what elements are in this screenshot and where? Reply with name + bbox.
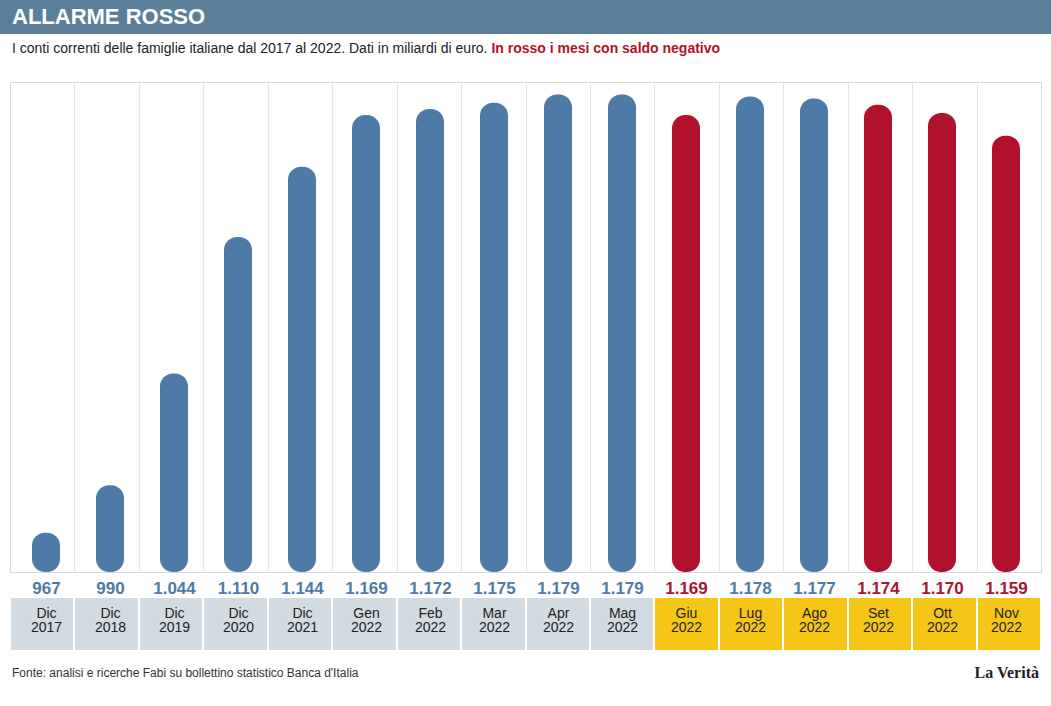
svg-text:1.159: 1.159 bbox=[985, 579, 1028, 598]
svg-text:1.110: 1.110 bbox=[218, 579, 260, 598]
svg-text:Set2022: Set2022 bbox=[863, 605, 894, 635]
svg-text:1.178: 1.178 bbox=[729, 579, 772, 598]
svg-text:1.144: 1.144 bbox=[281, 579, 324, 598]
svg-text:Dic2017: Dic2017 bbox=[31, 605, 62, 635]
html-text:La Verità: La Verità bbox=[974, 664, 1039, 681]
svg-text:1.170: 1.170 bbox=[921, 579, 964, 598]
svg-text:Mar2022: Mar2022 bbox=[479, 605, 510, 635]
svg-text:1.169: 1.169 bbox=[665, 579, 708, 598]
svg-text:967: 967 bbox=[32, 579, 60, 598]
svg-text:Dic2018: Dic2018 bbox=[95, 605, 126, 635]
svg-text:1.177: 1.177 bbox=[793, 579, 836, 598]
svg-text:990: 990 bbox=[96, 579, 124, 598]
svg-text:Nov2022: Nov2022 bbox=[991, 605, 1022, 635]
svg-text:Ott2022: Ott2022 bbox=[927, 605, 958, 635]
svg-text:Apr2022: Apr2022 bbox=[543, 605, 574, 635]
svg-text:Giu2022: Giu2022 bbox=[671, 605, 702, 635]
svg-text:Dic2019: Dic2019 bbox=[159, 605, 190, 635]
svg-text:1.175: 1.175 bbox=[473, 579, 516, 598]
svg-text:Dic2021: Dic2021 bbox=[287, 605, 318, 635]
svg-text:1.169: 1.169 bbox=[345, 579, 388, 598]
html-text:Fonte: analisi e ricerche Fabi: Fonte: analisi e ricerche Fabi su bollet… bbox=[12, 666, 359, 680]
svg-text:1.179: 1.179 bbox=[601, 579, 644, 598]
svg-text:1.044: 1.044 bbox=[153, 579, 196, 598]
svg-text:1.174: 1.174 bbox=[857, 579, 900, 598]
svg-text:1.179: 1.179 bbox=[537, 579, 580, 598]
svg-text:Feb2022: Feb2022 bbox=[415, 605, 446, 635]
svg-text:Ago2022: Ago2022 bbox=[799, 605, 830, 635]
svg-text:Gen2022: Gen2022 bbox=[351, 605, 382, 635]
svg-text:Mag2022: Mag2022 bbox=[607, 605, 638, 635]
svg-text:Lug2022: Lug2022 bbox=[735, 605, 766, 635]
html-text:ALLARME ROSSO: ALLARME ROSSO bbox=[12, 4, 206, 29]
svg-text:1.172: 1.172 bbox=[409, 579, 452, 598]
svg-text:Dic2020: Dic2020 bbox=[223, 605, 254, 635]
html-text:I conti correnti delle famigli: I conti correnti delle famiglie italiane… bbox=[12, 40, 721, 56]
